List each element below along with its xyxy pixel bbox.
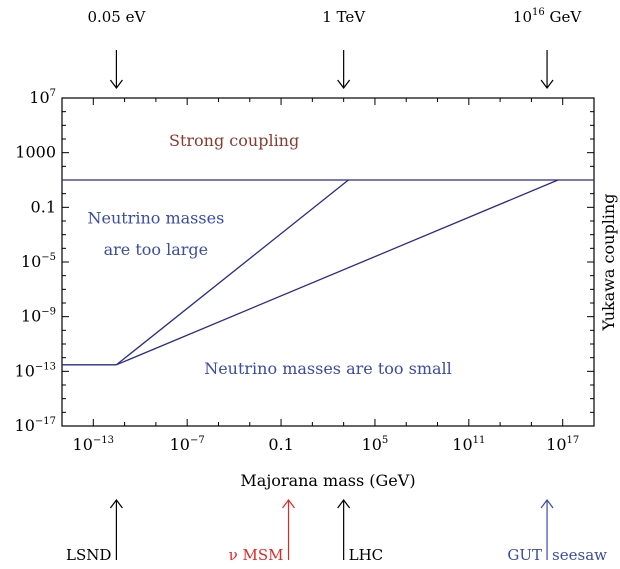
y-tick-label: 0.1 [31,197,56,216]
x-tick-label-base: 10 [546,435,566,454]
x-axis-label: Majorana mass (GeV) [240,471,415,490]
y-tick-label-base: 10 [15,416,35,435]
top-marker-label: 1 TeV [322,8,366,26]
y-tick-label: 10−17 [15,416,56,435]
x-tick-label: 0.1 [268,435,293,454]
bottom-marker-arrowhead [540,499,554,509]
bottom-marker-label: ν MSM [229,546,284,564]
x-tick-label: 105 [362,435,389,454]
y-tick-label-base: 10 [21,307,41,326]
top-marker-label-unit: TeV [332,8,366,26]
series-line [116,179,559,366]
region-label: Strong coupling [169,131,299,150]
y-tick-label-exp: −9 [41,307,56,318]
y-tick-label-exp: −13 [35,361,56,372]
bottom-marker-label: seesaw [552,546,607,564]
y-axis-label: Yukawa coupling [599,194,618,332]
x-tick-label-exp: −13 [93,435,114,446]
top-marker-label-base: 0.05 [87,8,120,26]
y-tick-label-exp: −17 [35,416,56,427]
x-tick-label: 1017 [546,435,579,454]
y-tick-label-exp: 7 [50,88,56,99]
x-tick-label-exp: 5 [382,435,388,446]
y-tick-label-base: 10 [15,361,35,380]
top-marker-label-base: 10 [513,8,532,26]
x-tick-label-base: 10 [170,435,190,454]
top-marker-arrowhead [109,79,123,89]
y-tick-label: 10−9 [21,307,56,326]
bottom-marker-arrowhead [337,499,351,509]
y-tick-label-base: 10 [29,88,49,107]
top-marker-label-unit: GeV [545,8,583,26]
y-tick-label-base: 0.1 [31,197,56,216]
series-lines [62,179,594,366]
x-tick-label: 1011 [452,435,485,454]
x-tick-label: 10−7 [170,435,205,454]
region-label: Neutrino masses are too small [204,359,452,378]
bottom-marker-label: LSND [66,546,111,564]
top-marker-label-base: 1 [322,8,332,26]
bottom-markers: LSND ν MSM LHC GUT seesaw [66,499,607,564]
y-tick-label: 10−13 [15,361,56,380]
series-line [115,179,349,366]
region-label: are too large [104,240,209,259]
x-tick-label-exp: −7 [190,435,205,446]
x-tick-label: 10−13 [73,435,114,454]
x-tick-label-base: 10 [452,435,472,454]
x-tick-label-base: 0.1 [268,435,293,454]
x-tick-label-exp: 11 [473,435,486,446]
bottom-marker-label: LHC [349,546,384,564]
top-marker-arrowhead [540,79,554,89]
top-marker-label: 0.05 eV [87,8,146,26]
top-markers: 0.05 eV 1 TeV 1016 GeV [87,7,582,89]
region-labels: Strong coupling Neutrino masses are too la… [87,131,451,378]
x-tick-labels: 10−13 10−7 0.1 105 1011 1017 [73,435,580,454]
y-tick-label: 1000 [15,143,56,162]
x-tick-label-exp: 17 [567,435,580,446]
top-marker-arrowhead [337,79,351,89]
region-label: Neutrino masses [87,209,224,228]
bottom-marker-label: GUT [507,546,542,564]
y-tick-label: 10−5 [21,252,56,271]
y-tick-label-exp: −5 [41,252,56,263]
top-marker-label: 1016 GeV [513,7,582,26]
bottom-marker-arrowhead [109,499,123,509]
bottom-marker-arrowhead [282,499,296,509]
x-tick-label-base: 10 [73,435,93,454]
x-tick-label-base: 10 [362,435,382,454]
y-tick-label-base: 10 [21,252,41,271]
y-tick-label-base: 1000 [15,143,56,162]
top-marker-label-exp: 16 [532,7,545,18]
y-tick-label: 107 [29,88,56,107]
top-marker-label-unit: eV [121,8,147,26]
